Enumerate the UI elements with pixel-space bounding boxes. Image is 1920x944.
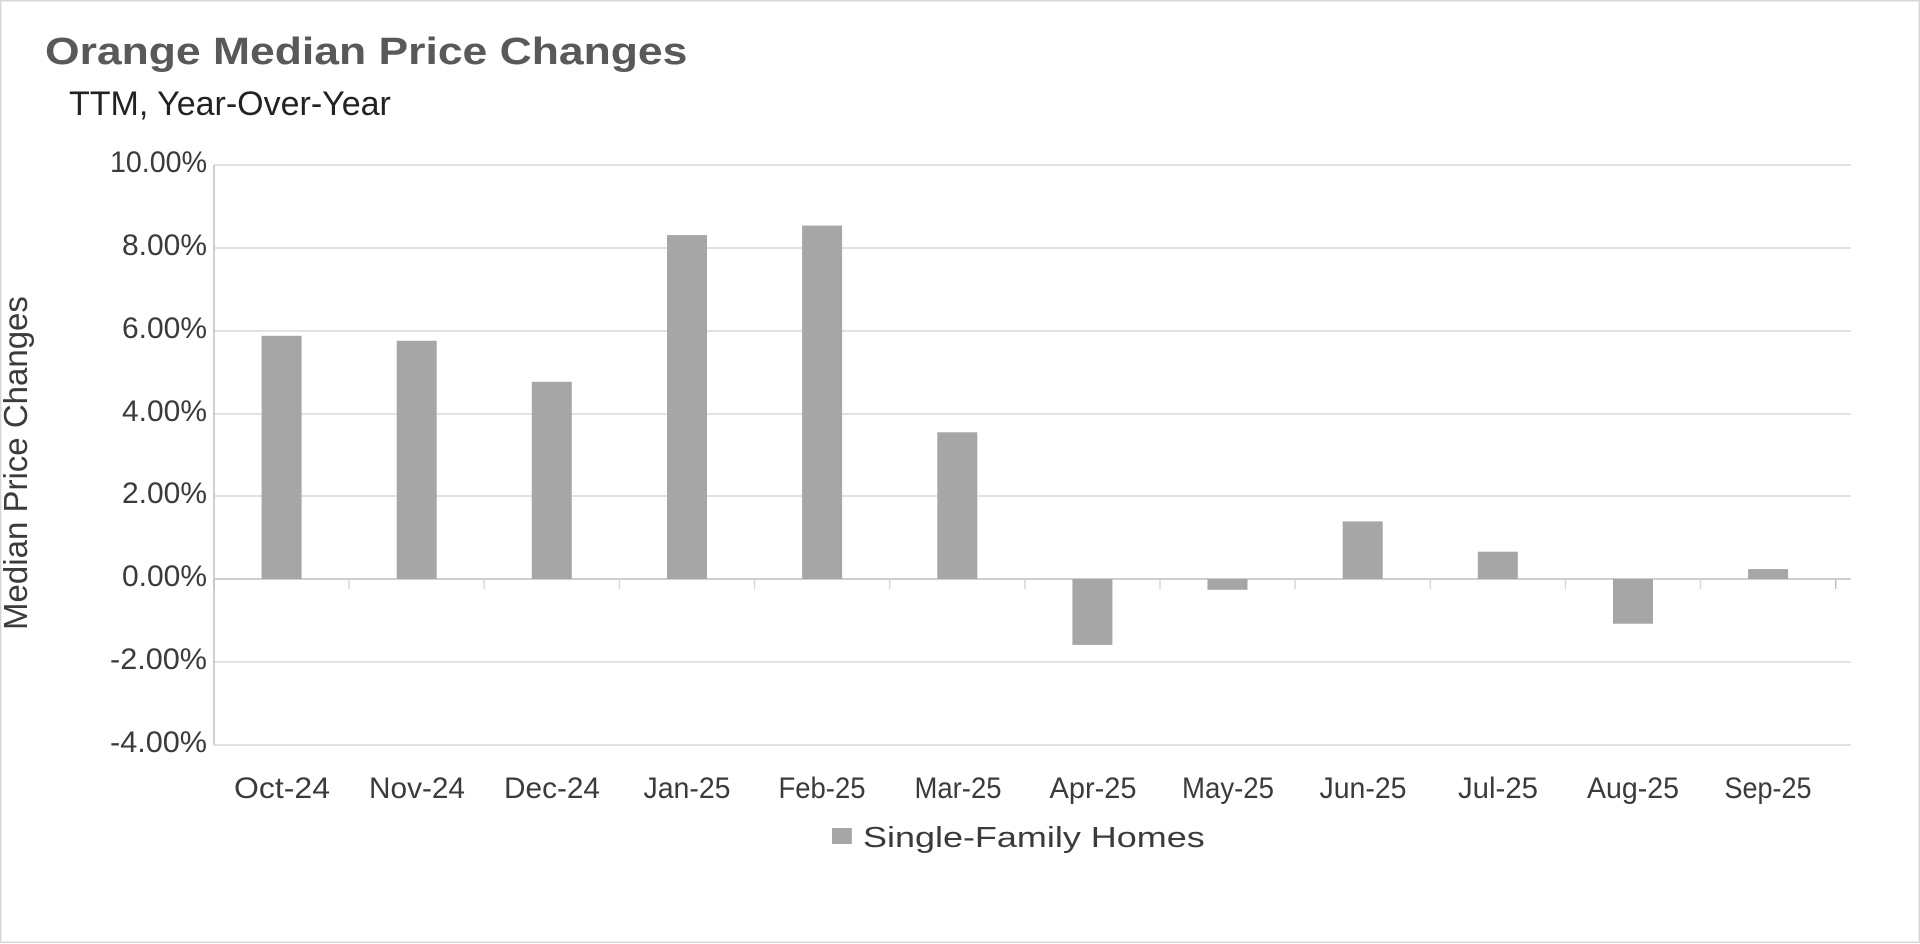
svg-text:May-25: May-25 [1182, 772, 1274, 805]
svg-text:Apr-25: Apr-25 [1050, 772, 1137, 805]
svg-text:Sep-25: Sep-25 [1725, 772, 1812, 805]
svg-text:6.00%: 6.00% [122, 312, 207, 345]
svg-text:Nov-24: Nov-24 [369, 772, 465, 805]
svg-text:2.00%: 2.00% [122, 477, 207, 510]
svg-text:4.00%: 4.00% [122, 395, 207, 428]
svg-text:Oct-24: Oct-24 [234, 772, 330, 805]
svg-text:0.00%: 0.00% [122, 560, 207, 593]
svg-text:10.00%: 10.00% [110, 146, 207, 179]
svg-text:Jan-25: Jan-25 [644, 772, 731, 805]
svg-text:Jun-25: Jun-25 [1320, 772, 1407, 805]
svg-text:Feb-25: Feb-25 [779, 772, 866, 805]
svg-text:Aug-25: Aug-25 [1587, 772, 1679, 805]
svg-text:-4.00%: -4.00% [110, 726, 207, 759]
svg-text:Dec-24: Dec-24 [504, 772, 600, 805]
svg-text:8.00%: 8.00% [122, 229, 207, 262]
svg-text:Mar-25: Mar-25 [915, 772, 1002, 805]
svg-text:Jul-25: Jul-25 [1458, 772, 1538, 805]
svg-text:-2.00%: -2.00% [110, 643, 207, 676]
